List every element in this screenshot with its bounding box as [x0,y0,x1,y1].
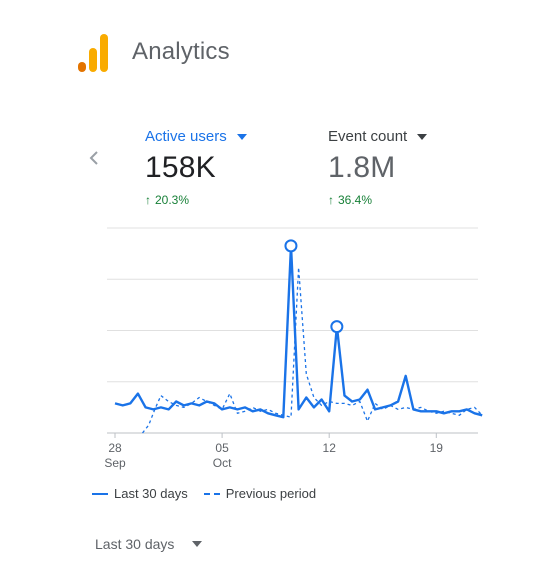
solid-line-swatch-icon [92,492,108,495]
delta-value: 20.3% [155,193,190,207]
series-line-previous-period [141,266,483,434]
x-tick-label: 12 [323,441,337,455]
x-tick-label: 28 [108,441,122,455]
metric-event-count[interactable]: Event count 1.8M ↑ 36.4% [328,128,428,207]
dashed-line-swatch-icon [203,492,220,495]
legend-label: Previous period [225,486,317,501]
caret-down-icon [236,133,247,140]
analytics-logo-icon [78,32,110,72]
x-tick-label: 19 [430,441,444,455]
app-header: Analytics [78,30,230,74]
metric-value: 158K [145,151,216,184]
delta-value: 36.4% [338,193,373,207]
x-tick-label: 05 [215,441,229,455]
metric-label: Active users [145,128,227,145]
peak-marker [284,239,298,253]
legend-item-current: Last 30 days [92,486,188,501]
date-range-label: Last 30 days [95,536,175,552]
metric-delta: ↑ 20.3% [145,193,247,207]
chart-legend: Last 30 days Previous period [92,486,316,501]
metric-value: 1.8M [328,151,396,184]
date-range-dropdown[interactable]: Last 30 days [95,536,203,552]
metric-delta: ↑ 36.4% [328,193,427,207]
metric-active-users[interactable]: Active users 158K ↑ 20.3% [145,128,247,207]
app-title: Analytics [132,38,230,65]
x-tick-sublabel: Sep [104,456,126,470]
caret-down-icon [417,133,428,140]
metric-selector-event-count[interactable]: Event count [328,128,428,145]
peak-marker [330,320,344,334]
caret-down-icon [192,541,203,547]
arrow-up-icon: ↑ [145,193,151,207]
x-tick-sublabel: Oct [213,456,232,470]
series-line-last-30-days [114,244,483,419]
metric-label: Event count [328,128,408,145]
legend-item-previous: Previous period [203,486,317,501]
metric-selector-active-users[interactable]: Active users [145,128,247,145]
legend-label: Last 30 days [114,486,188,501]
previous-metric-chevron-icon[interactable] [86,150,102,166]
arrow-up-icon: ↑ [328,193,334,207]
